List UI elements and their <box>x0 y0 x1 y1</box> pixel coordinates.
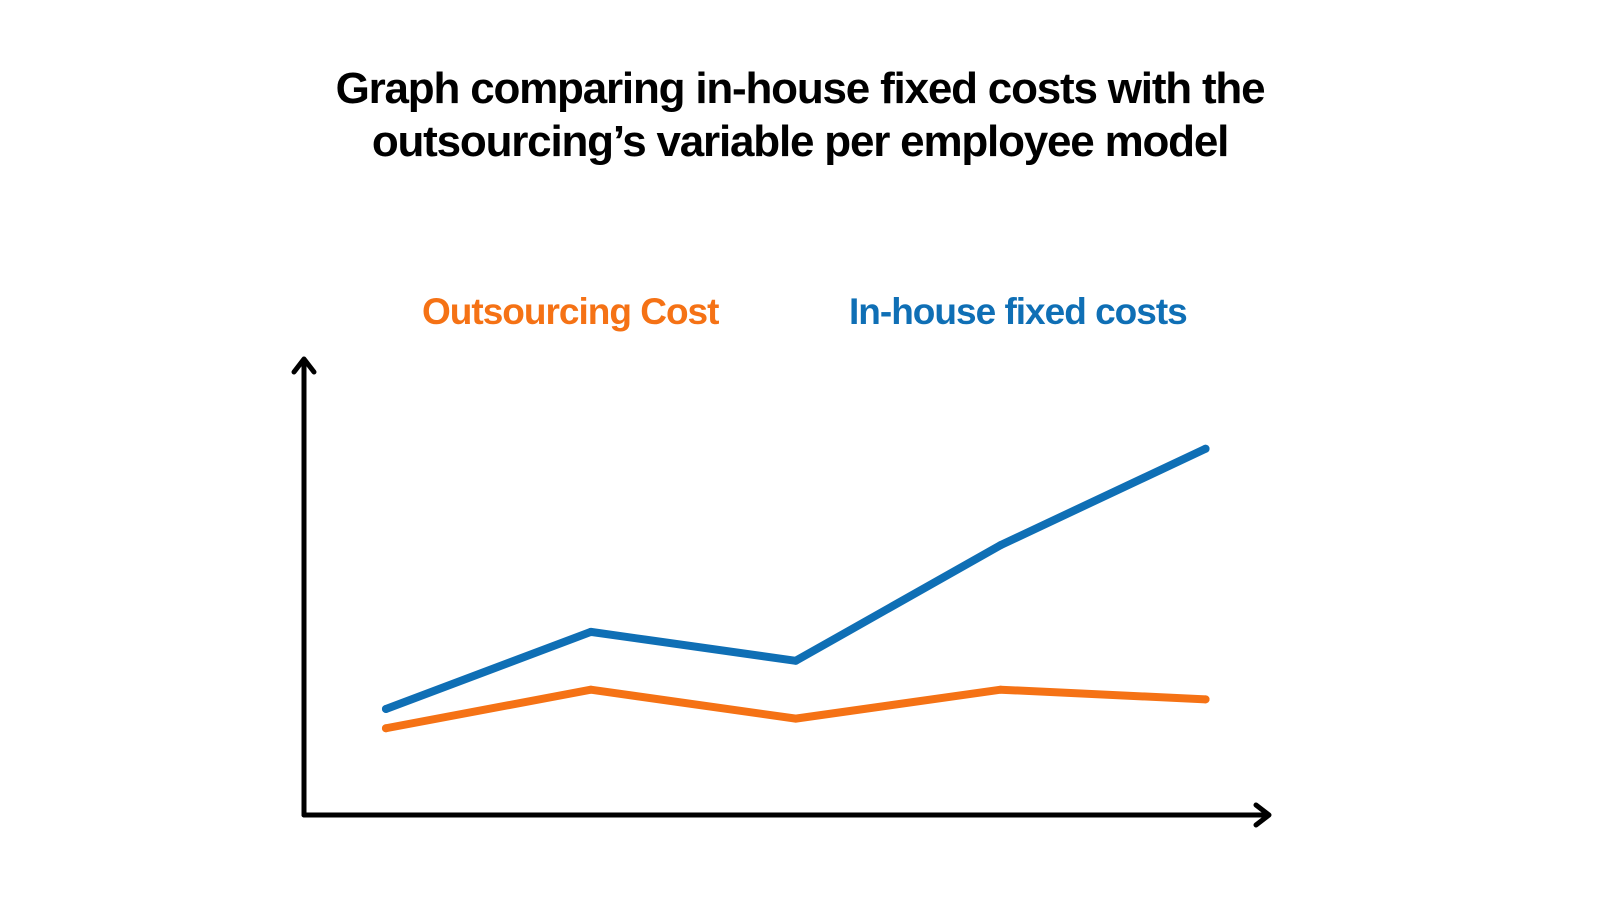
y-axis-arrowhead <box>291 356 317 375</box>
data-point-outsourcing-cost-1 <box>381 724 390 733</box>
x-axis-arrowhead <box>1253 802 1272 828</box>
series-outsourcing-cost <box>381 685 1210 733</box>
data-point-outsourcing-cost-3 <box>791 714 800 723</box>
y-axis <box>291 356 317 818</box>
chart-title: Graph comparing in-house fixed costs wit… <box>0 62 1600 168</box>
series-in-house-fixed-costs <box>381 444 1210 713</box>
x-axis <box>301 802 1272 828</box>
series-layer <box>381 444 1210 733</box>
data-point-in-house-fixed-costs-4 <box>996 541 1005 550</box>
data-point-in-house-fixed-costs-5 <box>1201 444 1210 453</box>
data-point-in-house-fixed-costs-3 <box>791 656 800 665</box>
data-point-in-house-fixed-costs-2 <box>586 627 595 636</box>
chart-title-line-2: outsourcing’s variable per employee mode… <box>371 117 1230 166</box>
legend-outsourcing-cost: Outsourcing Cost <box>422 291 719 332</box>
data-point-outsourcing-cost-5 <box>1201 695 1210 704</box>
data-point-outsourcing-cost-4 <box>996 685 1005 694</box>
data-point-in-house-fixed-costs-1 <box>381 704 390 713</box>
legend-in-house-fixed-costs: In-house fixed costs <box>849 291 1188 332</box>
series-line-in-house-fixed-costs <box>381 444 1210 713</box>
data-point-outsourcing-cost-2 <box>586 685 595 694</box>
chart-title-line-1: Graph comparing in-house fixed costs wit… <box>335 64 1266 113</box>
